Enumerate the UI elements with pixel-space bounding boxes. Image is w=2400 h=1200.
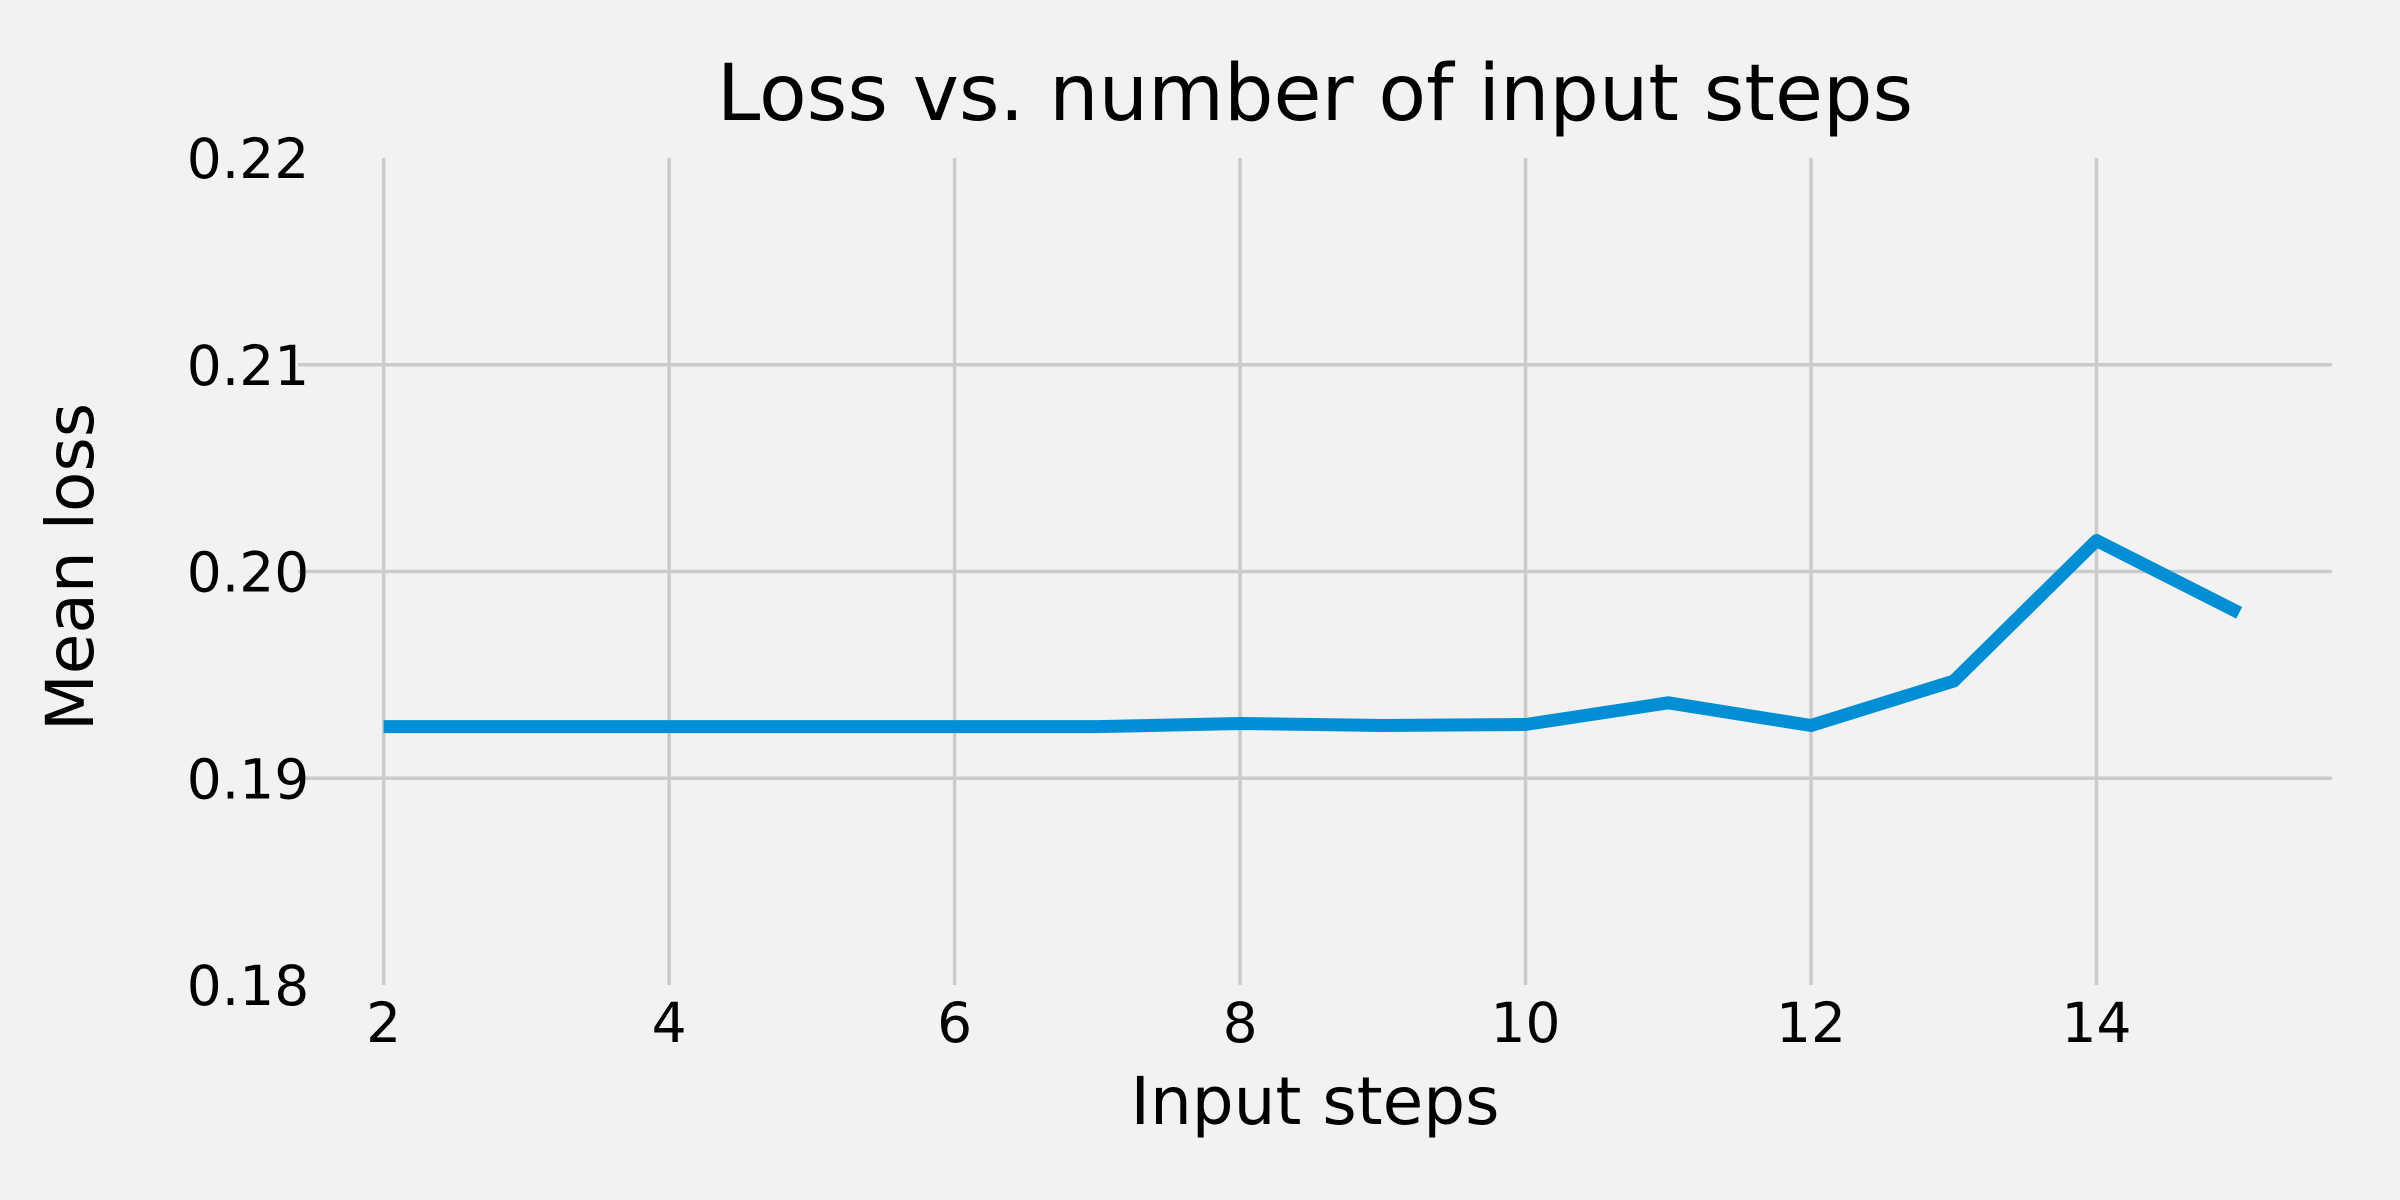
- y-axis-label: Mean loss: [32, 403, 109, 731]
- tick-labels: 0.18 0.19 0.20 0.21 0.22 2 4 6 8 10 12 14: [187, 127, 2132, 1055]
- x-tick-label: 8: [1223, 991, 1258, 1055]
- y-tick-label: 0.20: [187, 541, 309, 605]
- grid: [298, 158, 2332, 985]
- y-tick-label: 0.22: [187, 127, 309, 191]
- x-tick-label: 6: [937, 991, 972, 1055]
- x-tick-label: 14: [2061, 991, 2131, 1055]
- series-layer: [383, 534, 2243, 734]
- x-axis-label: Input steps: [1130, 1063, 1499, 1140]
- y-tick-label: 0.18: [187, 954, 309, 1018]
- y-tick-label: 0.19: [187, 747, 309, 811]
- series-line: [383, 534, 2243, 734]
- chart-title: Loss vs. number of input steps: [717, 49, 1913, 139]
- x-tick-label: 2: [366, 991, 401, 1055]
- x-tick-label: 12: [1776, 991, 1846, 1055]
- y-tick-label: 0.21: [187, 334, 309, 398]
- x-tick-label: 10: [1491, 991, 1561, 1055]
- x-tick-label: 4: [652, 991, 687, 1055]
